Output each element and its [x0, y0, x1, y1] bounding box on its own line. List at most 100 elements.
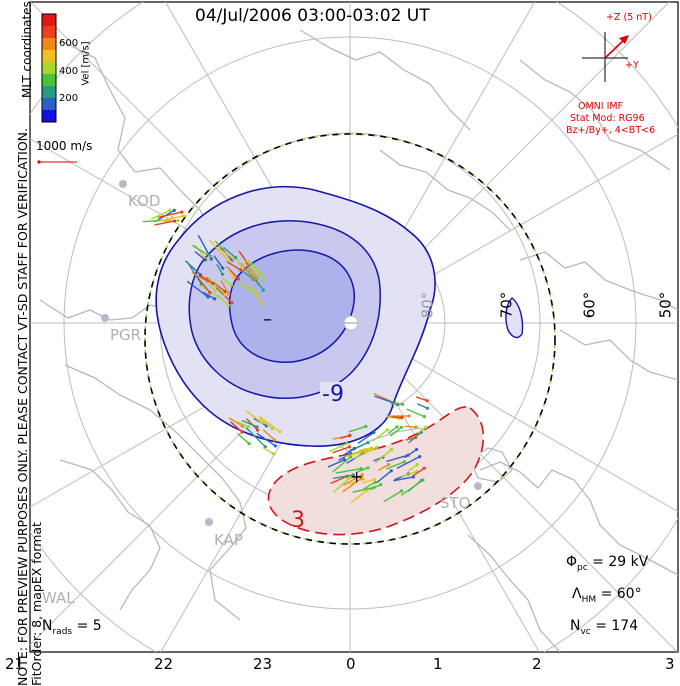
velocity-vector-origin	[400, 489, 403, 492]
velocity-vector-origin	[273, 438, 276, 441]
velocity-vector-origin	[390, 448, 393, 451]
velocity-vector-origin	[271, 427, 274, 430]
mlt-tick: 22	[154, 655, 173, 673]
velocity-vector-origin	[208, 291, 211, 294]
velocity-vector-origin	[241, 431, 244, 434]
velocity-vector-origin	[422, 479, 425, 482]
velocity-vector-origin	[416, 463, 419, 466]
velocity-vector-origin	[348, 434, 351, 437]
velocity-vector-origin	[386, 428, 389, 431]
latitude-label: 60°	[580, 292, 598, 319]
mlt-tick: 3	[665, 655, 675, 673]
velocity-vector-origin	[395, 425, 398, 428]
velocity-vector-origin	[415, 448, 418, 451]
colorbar-tick: 600	[59, 38, 78, 49]
latitude-label: 50°	[656, 292, 674, 319]
velocity-vector-origin	[423, 415, 426, 418]
velocity-vector-origin	[379, 483, 382, 486]
velocity-vector-origin	[231, 257, 234, 260]
velocity-vector-origin	[260, 271, 263, 274]
velocity-vector-origin	[213, 289, 216, 292]
colorbar-tick: 400	[59, 66, 78, 77]
mlt-tick: 1	[433, 655, 443, 673]
vector-count: Nvc = 174	[570, 618, 638, 637]
velocity-vector-origin	[272, 452, 275, 455]
colorbar-swatch	[42, 26, 56, 38]
colorbar-swatch	[42, 86, 56, 98]
velocity-vector-origin	[237, 277, 240, 280]
velocity-vector-origin	[373, 486, 376, 489]
colorbar-swatch	[42, 110, 56, 122]
velocity-vector-origin	[255, 276, 258, 279]
velocity-vector-origin	[364, 425, 367, 428]
velocity-vector-origin	[414, 426, 417, 429]
colorbar-swatch	[42, 50, 56, 62]
velocity-vector-origin	[256, 425, 259, 428]
velocity-vector-origin	[239, 269, 242, 272]
colorbar-swatch	[42, 74, 56, 86]
velocity-vector-origin	[375, 446, 378, 449]
cross-polar-potential: Φpc = 29 kV	[566, 554, 648, 573]
velocity-vector-origin	[373, 478, 376, 481]
map-title: 04/Jul/2006 03:00-03:02 UT	[195, 6, 430, 26]
velocity-vector-origin	[372, 431, 375, 434]
velocity-vector-origin	[227, 304, 230, 307]
velocity-vector-origin	[213, 297, 216, 300]
velocity-vector-origin	[173, 209, 176, 212]
velocity-vector-origin	[262, 289, 265, 292]
velocity-vector-origin	[221, 273, 224, 276]
velocity-vector-origin	[247, 425, 250, 428]
velocity-vector	[404, 426, 416, 427]
velocity-vector-origin	[424, 426, 427, 429]
mlt-tick: 0	[346, 655, 356, 673]
velocity-vector-origin	[348, 445, 351, 448]
velocity-vector-origin	[406, 454, 409, 457]
velocity-vector-origin	[211, 282, 214, 285]
velocity-vector-origin	[401, 403, 404, 406]
velocity-vector-origin	[407, 414, 410, 417]
velocity-vector-origin	[209, 255, 212, 258]
velocity-vector-origin	[176, 219, 179, 222]
velocity-vector-origin	[353, 447, 356, 450]
velocity-vector-origin	[400, 416, 403, 419]
velocity-vector-origin	[366, 441, 369, 444]
velocity-vector-origin	[278, 430, 281, 433]
velocity-vector-origin	[262, 278, 265, 281]
velocity-vector-origin	[247, 442, 250, 445]
mlt-tick: 23	[253, 655, 272, 673]
colorbar-swatch	[42, 62, 56, 74]
velocity-vector-origin	[224, 293, 227, 296]
velocity-vector-origin	[400, 426, 403, 429]
velocity-vector-origin	[255, 292, 258, 295]
mlt-tick: 2	[532, 655, 542, 673]
velocity-vector-origin	[227, 293, 230, 296]
velocity-vector-origin	[230, 301, 233, 304]
velocity-vector-origin	[274, 444, 277, 447]
contour-label-negative: -9	[320, 382, 346, 407]
colorbar-tick: 200	[59, 93, 78, 104]
velocity-vector-origin	[230, 284, 233, 287]
velocity-vector-origin	[426, 399, 429, 402]
imf-condition: Bz+/By+, 4<BT<6	[566, 125, 655, 136]
colorbar-swatch	[42, 14, 56, 26]
colorbar-swatch	[42, 98, 56, 110]
mlt-tick: 21	[5, 655, 24, 673]
velocity-scale-label: 1000 m/s	[36, 139, 92, 153]
velocity-vector-origin	[204, 258, 207, 261]
velocity-vector-origin	[173, 219, 176, 222]
velocity-vector-origin	[403, 460, 406, 463]
imf-y-label: +Y	[625, 60, 639, 71]
preview-note: NOTE: FOR PREVIEW PURPOSES ONLY. PLEASE …	[16, 26, 44, 686]
velocity-vector-origin	[343, 458, 346, 461]
velocity-vector-origin	[247, 288, 250, 291]
velocity-vector-origin	[418, 455, 421, 458]
velocity-vector-origin	[387, 463, 390, 466]
coordinates-label: MLT coordinates	[20, 0, 34, 98]
velocity-vector-origin	[423, 467, 426, 470]
potential-max-marker: +	[350, 467, 363, 486]
velocity-vector-origin	[390, 469, 393, 472]
velocity-vector-origin	[168, 209, 171, 212]
hm-latitude: ΛHM = 60°	[572, 586, 642, 605]
radar-site-label: STO	[440, 494, 471, 512]
radar-site-label: PGR	[110, 326, 141, 344]
